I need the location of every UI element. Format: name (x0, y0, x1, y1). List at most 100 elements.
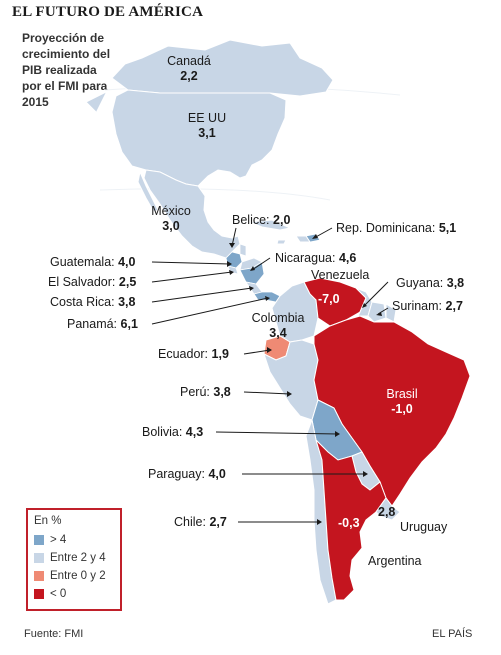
legend-swatch (34, 553, 44, 563)
label-colombia: Colombia 3,4 (250, 311, 306, 341)
label-dominican: Rep. Dominicana: 5,1 (336, 221, 456, 236)
label-costa-rica-value: 3,8 (118, 295, 136, 309)
argentina-shape (315, 439, 387, 601)
label-dominican-value: 5,1 (438, 221, 457, 235)
label-ecuador-value: 1,9 (211, 347, 229, 361)
label-canada: Canadá 2,2 (164, 54, 214, 84)
leader-guyana (363, 281, 389, 307)
label-colombia-name: Colombia (251, 311, 305, 325)
legend-label: Entre 2 y 4 (50, 552, 106, 564)
label-venezuela-value: -7,0 (318, 292, 340, 307)
legend-item: Entre 0 y 2 (34, 567, 114, 585)
label-guyana-value: 3,8 (446, 276, 465, 290)
legend-swatch (34, 535, 44, 545)
label-mexico-value: 3,0 (162, 219, 180, 233)
legend-label: Entre 0 y 2 (50, 570, 106, 582)
label-paraguay-name: Paraguay: (148, 467, 205, 481)
legend-label: < 0 (50, 588, 67, 600)
label-suriname-value: 2,7 (445, 299, 463, 313)
baja-california-shape (137, 170, 159, 213)
leader-costa-rica (151, 287, 253, 303)
label-paraguay-value: 4,0 (208, 467, 226, 481)
label-panama-value: 6,1 (120, 317, 138, 331)
label-chile: Chile: 2,7 (174, 515, 227, 530)
venezuela-shape (303, 277, 367, 327)
label-dominican-name: Rep. Dominicana: (336, 221, 436, 235)
legend: En % > 4 Entre 2 y 4 Entre 0 y 2 < 0 (26, 508, 122, 611)
label-colombia-value: 3,4 (269, 326, 287, 340)
label-guatemala-name: Guatemala: (50, 255, 115, 269)
belize-shape (239, 243, 247, 257)
leader-nicaragua (251, 257, 271, 271)
legend-swatch (34, 571, 44, 581)
legend-item: > 4 (34, 531, 114, 549)
label-brazil: Brasil -1,0 (376, 387, 428, 417)
label-costa-rica: Costa Rica: 3,8 (50, 295, 135, 310)
cuba-shape (249, 219, 292, 231)
label-ecuador-name: Ecuador: (158, 347, 209, 361)
label-panama: Panamá: 6,1 (67, 317, 138, 332)
legend-item: Entre 2 y 4 (34, 549, 114, 567)
leader-el-salvador (151, 271, 233, 283)
label-chile-value: 2,7 (209, 515, 227, 529)
label-uruguay-name: Uruguay (400, 520, 448, 534)
label-uruguay-value: 2,8 (378, 505, 395, 520)
label-suriname-name: Surinam: (392, 299, 443, 313)
label-belize: Belice: 2,0 (232, 213, 290, 228)
alaska-coast (85, 91, 107, 113)
label-usa-name: EE UU (187, 111, 227, 125)
leader-bolivia (215, 431, 339, 435)
label-mexico: México 3,0 (146, 204, 196, 234)
label-nicaragua: Nicaragua: 4,6 (275, 251, 356, 266)
label-guyana: Guyana: 3,8 (396, 276, 464, 291)
label-usa: EE UU 3,1 (182, 111, 232, 141)
haiti-shape (295, 235, 311, 243)
uruguay-shape (375, 497, 401, 521)
mexico-shape (143, 169, 241, 259)
label-bolivia-name: Bolivia: (142, 425, 183, 439)
label-argentina-value: -0,3 (338, 516, 360, 531)
leader-arrowheads (227, 234, 382, 525)
label-brazil-name: Brasil (386, 387, 418, 401)
canada-shape (111, 39, 334, 97)
map-title: EL FUTURO DE AMÉRICA (12, 4, 204, 20)
label-brazil-value: -1,0 (391, 402, 413, 416)
label-guatemala-value: 4,0 (118, 255, 136, 269)
guyana-shape (355, 287, 373, 317)
label-peru-name: Perú: (180, 385, 210, 399)
label-ecuador: Ecuador: 1,9 (158, 347, 229, 362)
label-el-salvador-value: 2,5 (118, 275, 137, 289)
label-usa-value: 3,1 (198, 126, 216, 140)
label-peru-value: 3,8 (213, 385, 231, 399)
label-nicaragua-value: 4,6 (338, 251, 357, 265)
leader-ecuador (243, 349, 271, 355)
label-mexico-name: México (151, 204, 191, 218)
label-chile-name: Chile: (174, 515, 206, 529)
label-paraguay: Paraguay: 4,0 (148, 467, 226, 482)
label-venezuela-name: Venezuela (311, 268, 370, 282)
label-suriname: Surinam: 2,7 (392, 299, 463, 314)
label-canada-value: 2,2 (180, 69, 198, 83)
label-belize-name: Belice: (232, 213, 270, 227)
label-argentina-name: Argentina (368, 554, 422, 568)
leader-peru (243, 391, 291, 395)
leader-panama (151, 297, 269, 325)
label-el-salvador-name: El Salvador: (48, 275, 116, 289)
label-belize-value: 2,0 (273, 213, 291, 227)
label-uruguay-value-text: 2,8 (378, 505, 396, 519)
source-note: Fuente: FMI (24, 628, 84, 640)
leader-guatemala (151, 261, 231, 265)
legend-title: En % (34, 515, 62, 527)
publisher-credit: EL PAÍS (432, 628, 473, 640)
map-subtitle: Proyección de crecimiento del PIB realiz… (22, 31, 111, 109)
label-bolivia-value: 4,3 (185, 425, 204, 439)
suriname-shape (367, 301, 387, 323)
label-panama-name: Panamá: (67, 317, 118, 331)
label-bolivia: Bolivia: 4,3 (142, 425, 203, 440)
jamaica-shape (276, 239, 287, 245)
label-guatemala: Guatemala: 4,0 (50, 255, 136, 270)
label-canada-name: Canadá (167, 54, 211, 68)
label-costa-rica-name: Costa Rica: (50, 295, 115, 309)
label-argentina-value-text: -0,3 (338, 516, 360, 530)
